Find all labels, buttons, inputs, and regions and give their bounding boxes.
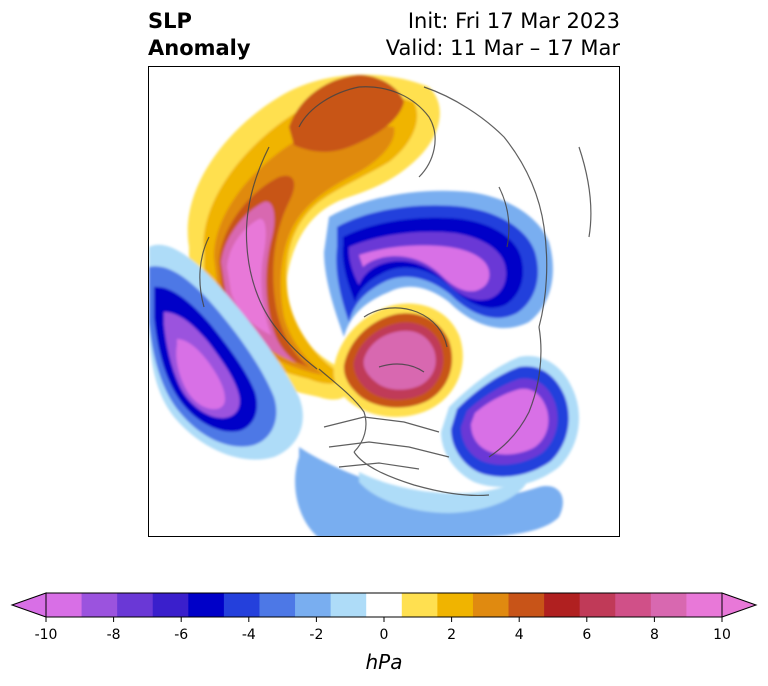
colorbar-bin: [223, 593, 260, 617]
colorbar-bins: [46, 593, 723, 617]
colorbar-bin: [117, 593, 154, 617]
colorbar-extend-high: [721, 592, 758, 618]
colorbar-bin: [579, 593, 616, 617]
negative-low-atlantic-core: [471, 388, 549, 455]
title-right: Init: Fri 17 Mar 2023 Valid: 11 Mar – 17…: [386, 8, 620, 62]
colorbar-bin: [46, 593, 83, 617]
positive-anomaly-north: [289, 75, 404, 152]
positive-anomaly-core-inner: [227, 218, 271, 335]
colorbar-tick-label: 2: [447, 627, 456, 643]
title-anomaly: Anomaly: [148, 36, 251, 60]
colorbar-bin: [401, 593, 438, 617]
colorbar: -10 -8 -6 -4 -2 0 2 4 6 8 10 hPa: [10, 592, 758, 674]
colorbar-tick-label: 8: [650, 627, 659, 643]
title-variable: SLP: [148, 9, 192, 33]
negative-anomaly-south-light: [359, 472, 529, 513]
colorbar-tick-label: -4: [242, 627, 256, 643]
colorbar-bin: [366, 593, 403, 617]
colorbar-bin: [259, 593, 296, 617]
colorbar-bin: [472, 593, 510, 617]
colorbar-bin: [508, 593, 545, 617]
init-date: Init: Fri 17 Mar 2023: [407, 9, 620, 33]
colorbar-tick-label: -2: [309, 627, 323, 643]
colorbar-tick-label: 6: [582, 627, 591, 643]
colorbar-bin: [615, 593, 652, 617]
colorbar-tick-label: 4: [515, 627, 524, 643]
anomaly-map: [149, 74, 592, 536]
colorbar-tick-label: -6: [174, 627, 188, 643]
positive-polar-high-core: [363, 330, 436, 390]
negative-anomaly-south: [295, 447, 563, 536]
colorbar-bin: [330, 593, 367, 617]
map-panel: [148, 66, 620, 537]
colorbar-bin: [544, 593, 581, 617]
colorbar-tick-label: 10: [713, 627, 731, 643]
colorbar-bin: [650, 593, 687, 617]
colorbar-bin: [152, 593, 189, 617]
colorbar-tick-label: -8: [107, 627, 121, 643]
colorbar-tick-label: 0: [380, 627, 389, 643]
colorbar-tick-label: -10: [35, 627, 58, 643]
coastlines: [199, 86, 592, 497]
colorbar-ticks: -10 -8 -6 -4 -2 0 2 4 6 8 10: [35, 617, 731, 643]
colorbar-bin: [686, 593, 723, 617]
colorbar-bin: [81, 593, 118, 617]
negative-low-pacific-inner: [176, 339, 225, 410]
negative-anomaly-inner: [359, 245, 490, 292]
colorbar-bin: [437, 593, 474, 617]
title-left: SLP Anomaly: [148, 8, 251, 62]
colorbar-unit: hPa: [366, 650, 403, 674]
colorbar-extend-low: [10, 592, 47, 618]
colorbar-bin: [295, 593, 332, 617]
valid-range: Valid: 11 Mar – 17 Mar: [385, 36, 620, 60]
colorbar-bin: [188, 593, 225, 617]
